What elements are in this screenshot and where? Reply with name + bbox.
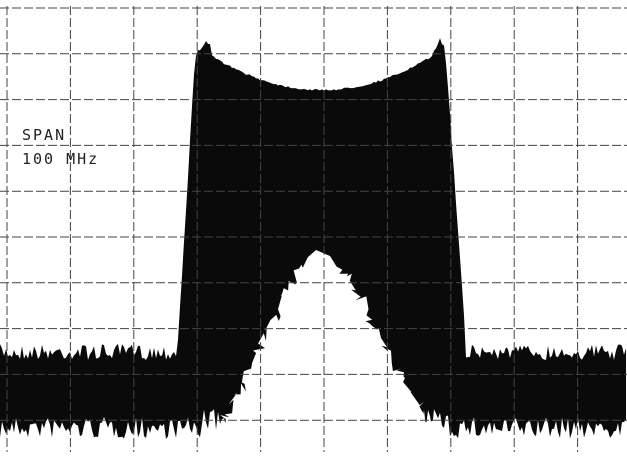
- trace-hollow: [212, 250, 438, 440]
- spectrum-trace: [0, 38, 626, 440]
- graticule: [0, 6, 627, 452]
- trace-envelope: [0, 38, 626, 439]
- span-value: 100 MHz: [22, 150, 99, 168]
- span-label: SPAN: [22, 126, 66, 144]
